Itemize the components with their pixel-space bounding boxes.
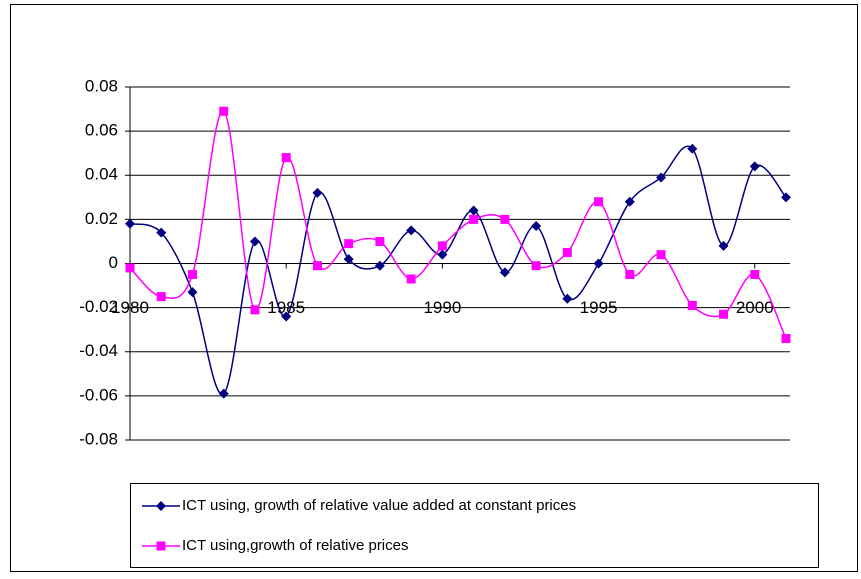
marker	[718, 240, 729, 251]
y-tick-label: 0.02	[85, 209, 118, 228]
x-tick-label: 1980	[111, 298, 149, 317]
y-tick-label: 0	[109, 253, 118, 272]
y-tick-label: -0.06	[79, 385, 118, 404]
marker	[437, 241, 447, 251]
marker	[593, 258, 604, 269]
marker	[687, 300, 697, 310]
marker	[187, 287, 198, 298]
marker	[406, 225, 417, 236]
marker	[219, 106, 229, 116]
marker	[249, 236, 260, 247]
marker	[312, 261, 322, 271]
marker	[719, 309, 729, 319]
x-tick-label: 2000	[736, 298, 774, 317]
marker	[218, 388, 229, 399]
legend-label: ICT using,growth of relative prices	[182, 537, 409, 554]
marker	[437, 249, 448, 260]
marker	[375, 236, 385, 246]
marker	[374, 260, 385, 271]
marker	[281, 153, 291, 163]
x-tick-label: 1995	[580, 298, 618, 317]
x-tick-label: 1990	[423, 298, 461, 317]
y-tick-label: -0.04	[79, 341, 118, 360]
legend-box	[130, 483, 819, 568]
y-tick-label: 0.04	[85, 165, 118, 184]
marker	[625, 270, 635, 280]
marker	[781, 192, 791, 203]
marker	[343, 254, 354, 265]
marker	[656, 172, 667, 183]
marker	[125, 263, 135, 273]
marker	[156, 292, 166, 302]
y-tick-label: -0.08	[79, 429, 118, 448]
marker	[656, 250, 666, 260]
marker	[500, 214, 510, 224]
marker	[156, 501, 166, 511]
marker	[749, 161, 760, 172]
marker	[312, 187, 323, 198]
marker	[156, 541, 166, 551]
y-tick-label: -0.02	[79, 297, 118, 316]
legend-label: ICT using, growth of relative value adde…	[182, 497, 576, 514]
y-tick-label: 0.08	[85, 76, 118, 95]
y-tick-label: 0.06	[85, 121, 118, 140]
marker	[624, 196, 635, 207]
marker	[531, 261, 541, 271]
marker	[531, 220, 542, 231]
marker	[156, 227, 167, 238]
marker	[499, 267, 510, 278]
marker	[594, 197, 604, 207]
marker	[406, 274, 416, 284]
marker	[187, 270, 197, 280]
marker	[562, 293, 573, 304]
marker	[562, 247, 572, 257]
chart-border	[10, 4, 858, 572]
marker	[125, 218, 135, 229]
marker	[468, 205, 479, 216]
marker	[687, 143, 698, 154]
marker	[750, 270, 760, 280]
marker	[281, 311, 292, 322]
marker	[344, 239, 354, 249]
marker	[781, 334, 791, 344]
marker	[469, 214, 479, 224]
marker	[250, 305, 260, 315]
